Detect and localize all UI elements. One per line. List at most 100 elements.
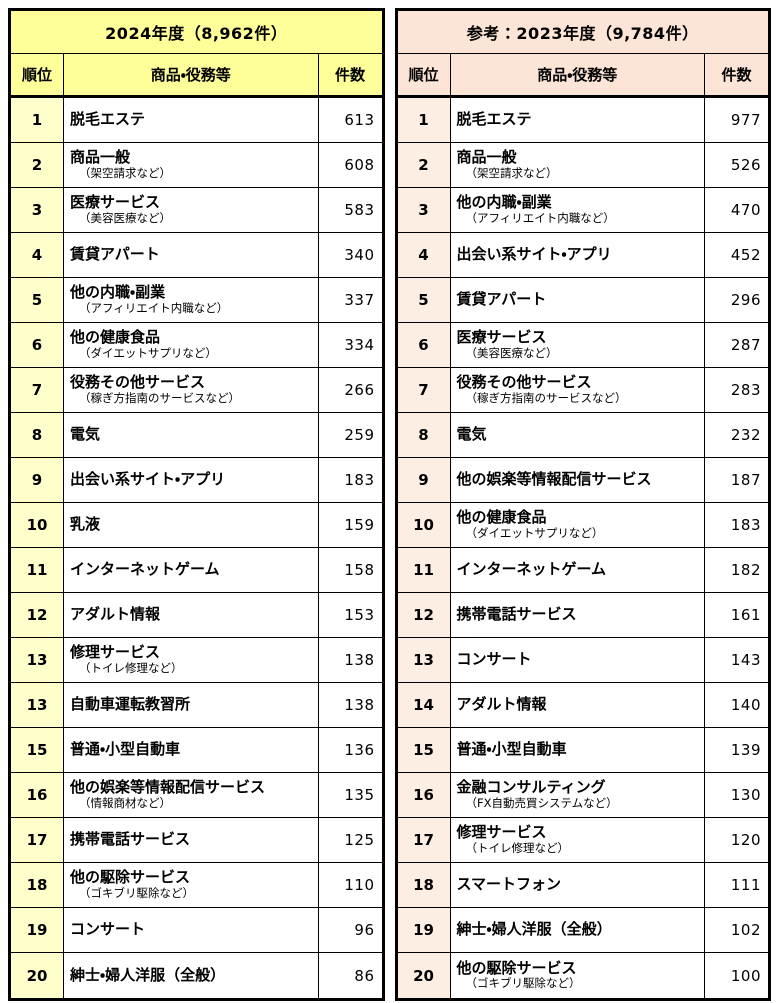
count-cell: 139	[730, 741, 761, 759]
table-row: 17 携帯電話サービス 125	[11, 818, 382, 863]
item-name: 賃貸アパート	[70, 245, 160, 264]
item-cell: 修理サービス （トイレ修理など）	[64, 638, 319, 682]
table-row: 15 普通・小型自動車 136	[11, 728, 382, 773]
item-name: 役務その他サービス	[70, 373, 206, 392]
count-cell: 526	[730, 156, 761, 174]
count-cell: 977	[730, 111, 761, 129]
rank-cell: 8	[397, 413, 451, 457]
rank-cell: 2	[11, 143, 64, 187]
rank-cell: 18	[11, 863, 64, 907]
count-cell: 140	[730, 696, 761, 714]
rank-cell: 3	[397, 188, 451, 232]
rank-cell: 16	[397, 773, 451, 817]
table-row: 2 商品一般 （架空請求など） 526	[397, 143, 768, 188]
item-name: 携帯電話サービス	[456, 605, 577, 624]
table-row: 9 出会い系サイト・アプリ 183	[11, 458, 382, 503]
item-cell: コンサート	[64, 908, 319, 952]
item-cell: 他の娯楽等情報配信サービス	[451, 458, 705, 502]
item-cell: 医療サービス （美容医療など）	[451, 323, 705, 367]
rank-cell: 9	[11, 458, 64, 502]
table-row: 11 インターネットゲーム 158	[11, 548, 382, 593]
item-note: （ダイエットサプリなど）	[79, 345, 217, 360]
rank-cell: 6	[11, 323, 64, 367]
item-note: （美容医療など）	[79, 210, 171, 225]
table-row: 5 賃貸アパート 296	[397, 278, 768, 323]
rank-cell: 15	[11, 728, 64, 772]
table-2024-header-count: 件数	[318, 54, 382, 95]
item-name: 脱毛エステ	[456, 110, 532, 129]
item-cell: 他の駆除サービス （ゴキブリ駆除など）	[451, 953, 705, 998]
item-cell: 出会い系サイト・アプリ	[64, 458, 319, 502]
item-cell: 出会い系サイト・アプリ	[451, 233, 705, 277]
count-cell: 96	[354, 921, 375, 939]
item-name: インターネットゲーム	[456, 560, 607, 579]
item-name: 紳士・婦人洋服（全般）	[456, 920, 612, 939]
item-note: （ダイエットサプリなど）	[465, 525, 604, 540]
table-row: 10 乳液 159	[11, 503, 382, 548]
rank-cell: 17	[11, 818, 64, 862]
item-note: （トイレ修理など）	[79, 660, 183, 675]
item-cell: 役務その他サービス （稼ぎ方指南のサービスなど）	[64, 368, 319, 412]
table-2023: 参考：2023年度（9,784件） 順位 商品・役務等 件数 1 脱毛エステ 9…	[394, 8, 771, 1001]
item-name: 普通・小型自動車	[456, 740, 567, 759]
count-cell: 136	[344, 741, 375, 759]
table-row: 12 携帯電話サービス 161	[397, 593, 768, 638]
count-cell: 296	[730, 291, 761, 309]
item-cell: 紳士・婦人洋服（全般）	[64, 953, 319, 998]
count-cell: 135	[344, 786, 375, 804]
item-note: （ゴキブリ駆除など）	[79, 885, 194, 900]
item-name: アダルト情報	[456, 695, 547, 714]
count-cell: 125	[344, 831, 375, 849]
table-row: 3 他の内職・副業 （アフィリエイト内職など） 470	[397, 188, 768, 233]
item-name: 出会い系サイト・アプリ	[70, 470, 226, 489]
table-row: 1 脱毛エステ 613	[11, 98, 382, 143]
rank-cell: 12	[397, 593, 451, 637]
rank-cell: 11	[11, 548, 64, 592]
table-row: 1 脱毛エステ 977	[397, 98, 768, 143]
rank-cell: 13	[397, 638, 451, 682]
item-name: 他の娯楽等情報配信サービス	[456, 470, 652, 489]
item-name: 修理サービス	[456, 823, 547, 842]
rank-cell: 4	[397, 233, 451, 277]
count-cell: 259	[344, 426, 375, 444]
table-2024-body: 1 脱毛エステ 613 2 商品一般 （架空請求など） 608	[11, 98, 382, 998]
rank-cell: 7	[397, 368, 451, 412]
item-cell: 商品一般 （架空請求など）	[64, 143, 319, 187]
table-2023-header-item: 商品・役務等	[450, 54, 705, 95]
table-row: 18 スマートフォン 111	[397, 863, 768, 908]
table-row: 19 紳士・婦人洋服（全般） 102	[397, 908, 768, 953]
count-cell: 161	[730, 606, 761, 624]
table-2024-title: 2024年度（8,962件）	[11, 11, 382, 54]
count-cell: 102	[730, 921, 761, 939]
count-cell: 187	[730, 471, 761, 489]
item-name: 修理サービス	[70, 643, 161, 662]
table-2023-header-count: 件数	[705, 54, 768, 95]
table-row: 17 修理サービス （トイレ修理など） 120	[397, 818, 768, 863]
rank-cell: 20	[11, 953, 64, 998]
item-name: インターネットゲーム	[70, 560, 220, 579]
rank-cell: 14	[397, 683, 451, 727]
item-name: コンサート	[456, 650, 532, 669]
count-cell: 182	[730, 561, 761, 579]
count-cell: 158	[344, 561, 375, 579]
item-name: 紳士・婦人洋服（全般）	[70, 965, 226, 984]
rank-cell: 13	[11, 683, 64, 727]
item-name: アダルト情報	[70, 605, 161, 624]
rank-cell: 12	[11, 593, 64, 637]
table-row: 13 自動車運転教習所 138	[11, 683, 382, 728]
count-cell: 183	[730, 516, 761, 534]
table-2024-header-row: 順位 商品・役務等 件数	[11, 54, 382, 98]
count-cell: 583	[344, 201, 375, 219]
item-name: 医療サービス	[456, 328, 547, 347]
rank-cell: 13	[11, 638, 64, 682]
table-2024-header-rank: 順位	[11, 54, 64, 95]
count-cell: 153	[344, 606, 375, 624]
item-note: （アフィリエイト内職など）	[79, 300, 229, 315]
rank-cell: 17	[397, 818, 451, 862]
table-row: 6 医療サービス （美容医療など） 287	[397, 323, 768, 368]
table-row: 8 電気 259	[11, 413, 382, 458]
item-name: 他の健康食品	[456, 508, 547, 527]
table-row: 12 アダルト情報 153	[11, 593, 382, 638]
item-cell: 他の娯楽等情報配信サービス （情報商材など）	[64, 773, 319, 817]
item-cell: 医療サービス （美容医療など）	[64, 188, 319, 232]
